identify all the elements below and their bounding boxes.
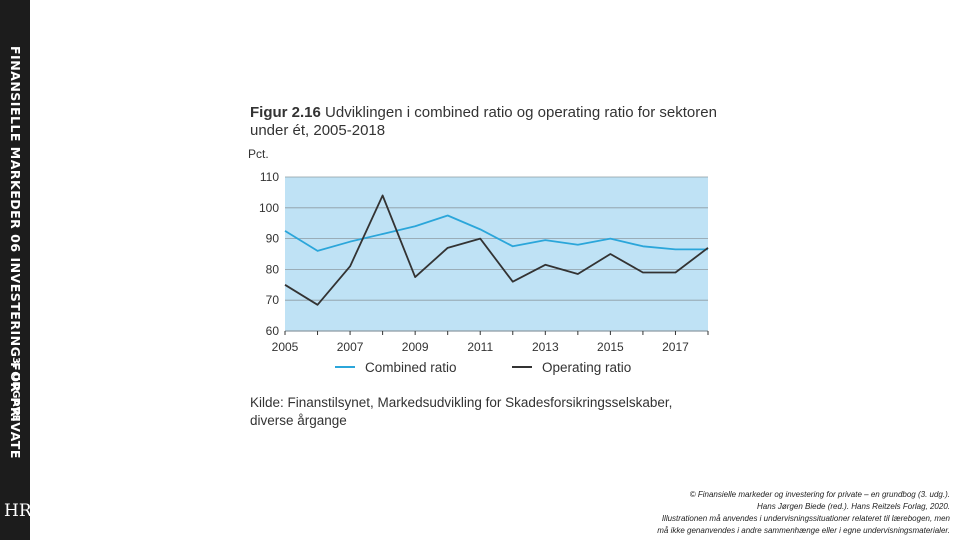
sidebar-series-label: FINANSIELLE MARKEDER xyxy=(8,46,23,230)
series-lines xyxy=(284,194,709,306)
credit-line-2: Hans Jørgen Biede (red.). Hans Reitzels … xyxy=(757,502,950,511)
legend-label-combined-ratio: Combined ratio xyxy=(365,360,457,375)
x-tick-2011: 2011 xyxy=(467,340,493,354)
x-tick-2017: 2017 xyxy=(662,340,689,354)
y-tick-80: 80 xyxy=(266,262,280,276)
y-axis-label: Pct. xyxy=(248,147,269,161)
plot-area xyxy=(285,177,708,331)
y-tick-70: 70 xyxy=(266,293,280,307)
x-tick-2013: 2013 xyxy=(532,340,559,354)
x-tick-2015: 2015 xyxy=(597,340,624,354)
figure-number: Figur 2.16 xyxy=(250,104,321,121)
y-tick-110: 110 xyxy=(260,170,279,184)
x-tick-labels: 2005 2007 2009 2011 2013 2015 2017 xyxy=(272,340,689,354)
y-tick-100: 100 xyxy=(259,201,279,215)
credit-line-1: © Finansielle markeder og investering fo… xyxy=(689,490,950,499)
x-tick-2007: 2007 xyxy=(337,340,364,354)
y-tick-60: 60 xyxy=(266,324,280,338)
figure-title-text: Udviklingen i combined ratio og operatin… xyxy=(250,104,717,139)
legend: Combined ratio Operating ratio xyxy=(335,360,631,375)
figure-source: Kilde: Finanstilsynet, Markedsudvikling … xyxy=(250,395,673,428)
sidebar-chapter-number: 06 xyxy=(8,234,23,253)
y-tick-90: 90 xyxy=(266,232,280,246)
figure-title: Figur 2.16 Udviklingen i combined ratio … xyxy=(250,104,720,140)
operating-ratio-line xyxy=(284,194,709,306)
sidebar: FINANSIELLE MARKEDER 06 INVESTERING FOR … xyxy=(0,0,32,540)
sidebar-edition: 3. UDGAVE xyxy=(10,357,21,422)
credit-line-4: må ikke genanvendes i andre sammenhænge … xyxy=(657,526,950,535)
x-tick-2009: 2009 xyxy=(402,340,429,354)
credit-line-3: Illustrationen må anvendes i undervisnin… xyxy=(661,514,950,523)
combined-ratio-line xyxy=(284,214,708,252)
legend-label-operating-ratio: Operating ratio xyxy=(542,360,631,375)
publisher-logo: HR xyxy=(4,501,32,521)
copyright-notice: © Finansielle markeder og investering fo… xyxy=(530,489,950,537)
line-chart: Pct. 110 100 90 80 70 60 2005 2007 2009 2011 2013… xyxy=(248,147,709,375)
y-tick-labels: 110 100 90 80 70 60 xyxy=(259,170,279,338)
x-tick-2005: 2005 xyxy=(272,340,299,354)
